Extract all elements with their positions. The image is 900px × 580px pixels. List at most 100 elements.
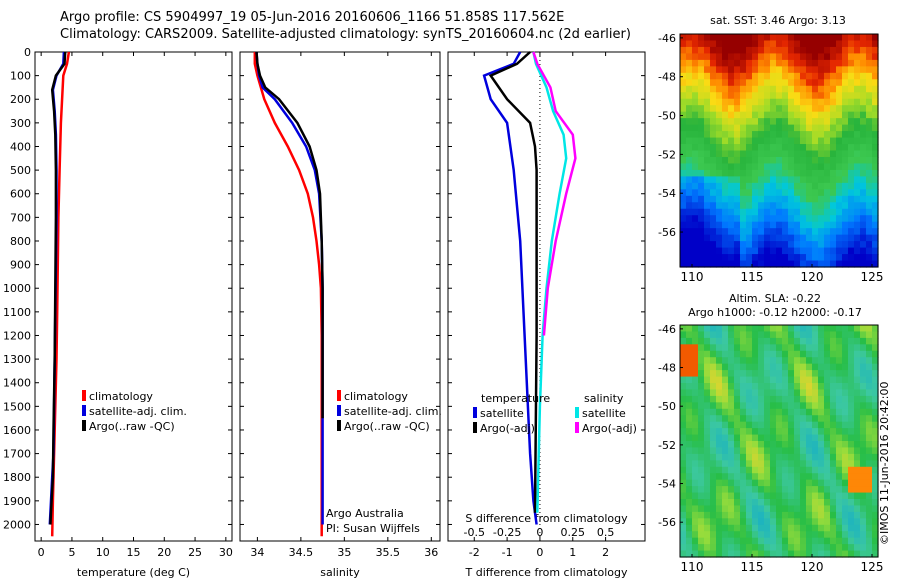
map-cell (704, 241, 711, 249)
map-cell (686, 550, 693, 558)
map-cell (842, 518, 849, 526)
map-cell (836, 72, 843, 80)
map-cell (872, 260, 879, 268)
map-cell (722, 466, 729, 474)
map-cell (806, 34, 813, 42)
map-cell (776, 163, 783, 171)
map-cell (686, 518, 693, 526)
map-cell (782, 447, 789, 455)
map-cell (830, 34, 837, 42)
legend-label: Argo(..raw -QC) (89, 420, 175, 433)
map-cell (866, 479, 873, 487)
map-cell (854, 34, 861, 42)
map-cell (848, 325, 855, 333)
map-cell (722, 260, 729, 268)
map-cell (758, 428, 765, 436)
map-cell (752, 189, 759, 197)
map-cell (800, 228, 807, 236)
map-cell (872, 544, 879, 552)
map-cell (710, 182, 717, 190)
map-cell (758, 98, 765, 106)
map-cell (746, 150, 753, 158)
map-cell (800, 144, 807, 152)
map-cell (764, 46, 771, 55)
map-cell (848, 389, 855, 397)
legend-label: satellite-adj. clim. (344, 405, 442, 418)
map-cell (776, 389, 783, 397)
map-cell (734, 473, 741, 481)
map-cell (680, 499, 687, 507)
map-cell (848, 234, 855, 242)
map-cell (806, 169, 813, 177)
map-cell (752, 150, 759, 158)
map-cell (746, 105, 753, 113)
x2-tick-label: -0.25 (493, 526, 521, 539)
map-cell (746, 531, 753, 539)
map-cell (770, 363, 777, 371)
map-cell (854, 363, 861, 371)
map-cell (818, 350, 825, 358)
map-cell (758, 550, 765, 558)
map-cell (704, 434, 711, 442)
map-cell (800, 325, 807, 333)
map-cell (680, 511, 687, 519)
map-cell (830, 479, 837, 487)
map-cell (698, 59, 705, 67)
map-cell (716, 208, 723, 216)
map-cell (770, 466, 777, 474)
map-cell (776, 34, 783, 42)
map-cell (776, 202, 783, 210)
map-cell (728, 331, 735, 339)
map-cell (758, 531, 765, 539)
map-cell (776, 428, 783, 436)
map-cell (818, 428, 825, 436)
map-cell (698, 550, 705, 558)
map-cell (812, 402, 819, 410)
map-cell (866, 460, 873, 468)
map-cell (770, 46, 777, 55)
map-cell (692, 46, 699, 55)
map-cell (686, 466, 693, 474)
map-cell (740, 247, 747, 255)
map-cell (710, 550, 717, 558)
map-cell (680, 524, 687, 532)
map-cell (860, 344, 867, 352)
map-cell (740, 441, 747, 449)
map-cell (800, 105, 807, 113)
map-cell (722, 124, 729, 132)
map-cell (698, 531, 705, 539)
map-cell (836, 234, 843, 242)
map-cell (722, 40, 729, 48)
map-cell (740, 124, 747, 132)
map-cell (854, 337, 861, 345)
map-cell (860, 254, 867, 262)
map-cell (836, 331, 843, 339)
map-cell (752, 34, 759, 42)
map-cell (830, 325, 837, 333)
map-cell (704, 531, 711, 539)
map-cell (764, 363, 771, 371)
map-cell (740, 234, 747, 242)
map-cell (698, 402, 705, 410)
map-cell (872, 105, 879, 113)
map-cell (680, 344, 687, 352)
map-cell (830, 105, 837, 113)
map-cell (788, 466, 795, 474)
map-cell (800, 59, 807, 67)
map-cell (740, 479, 747, 487)
map-cell (746, 111, 753, 119)
map-cell (818, 370, 825, 378)
map-cell (860, 118, 867, 126)
map-cell (860, 402, 867, 410)
map-cell (830, 156, 837, 165)
map-cell (854, 550, 861, 558)
map-cell (704, 92, 711, 100)
map-cell (710, 98, 717, 106)
map-cell (770, 370, 777, 378)
map-cell (806, 402, 813, 410)
map-cell (800, 234, 807, 242)
map-cell (818, 182, 825, 190)
map-cell (752, 53, 759, 61)
map-cell (698, 241, 705, 249)
map-cell (800, 34, 807, 42)
